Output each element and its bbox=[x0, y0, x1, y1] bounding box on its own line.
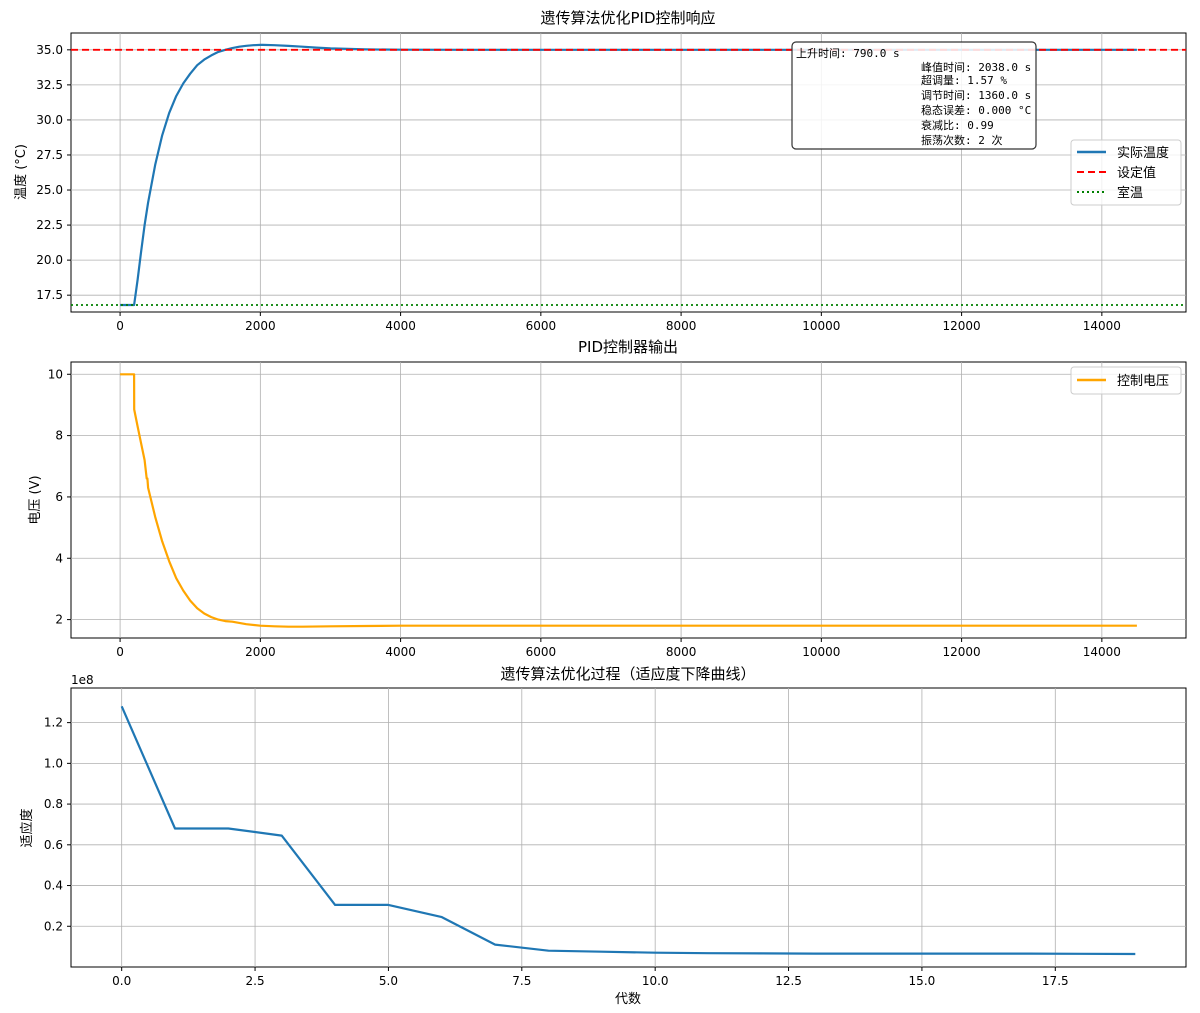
x-tick-label: 8000 bbox=[666, 319, 697, 333]
y-tick-label: 0.2 bbox=[44, 919, 63, 933]
x-tick-label: 2.5 bbox=[246, 974, 265, 988]
stats-overshoot: 超调量: 1.57 % bbox=[921, 73, 1007, 87]
controller-x-ticks: 0 2000 4000 6000 8000 10000 12000 14000 bbox=[116, 638, 1121, 659]
x-tick-label: 14000 bbox=[1083, 319, 1121, 333]
series-line-0 bbox=[120, 43, 1137, 307]
temperature-y-ticks: 17.5 20.0 22.5 25.0 27.5 30.0 32.5 35.0 bbox=[36, 43, 71, 302]
x-tick-label: 0 bbox=[116, 645, 124, 659]
controller-output-panel: PID控制器输出 0 2000 4000 6000 8000 10000 12000 1400… bbox=[28, 338, 1187, 659]
y-tick-label: 10 bbox=[48, 367, 63, 381]
stats-oscillation-count: 振荡次数: 2 次 bbox=[921, 133, 1003, 147]
y-tick-label: 1.2 bbox=[44, 716, 63, 730]
y-tick-label: 0.4 bbox=[44, 879, 63, 893]
stats-rise-time: 上升时间: 790.0 s bbox=[796, 47, 900, 60]
fitness-y-ticks: 0.2 0.4 0.6 0.8 1.0 1.2 bbox=[44, 716, 71, 933]
x-tick-label: 12000 bbox=[943, 645, 981, 659]
legend-label-setpoint: 设定值 bbox=[1117, 165, 1156, 181]
series-line-0 bbox=[120, 373, 1137, 628]
fitness-plot-area bbox=[70, 687, 1187, 968]
x-tick-label: 0.0 bbox=[112, 974, 131, 988]
y-tick-label: 35.0 bbox=[36, 43, 63, 57]
x-tick-label: 0 bbox=[116, 319, 124, 333]
y-tick-label: 17.5 bbox=[36, 288, 63, 302]
x-tick-label: 10.0 bbox=[642, 974, 669, 988]
fitness-panel: 遗传算法优化过程（适应度下降曲线） 1e8 0.0 2.5 5.0 7.5 10.0 12… bbox=[19, 665, 1187, 1007]
y-tick-label: 4 bbox=[55, 551, 63, 565]
y-tick-label: 2 bbox=[55, 613, 63, 627]
fitness-y-axis-label: 适应度 bbox=[19, 808, 35, 847]
legend-label-control-voltage: 控制电压 bbox=[1117, 374, 1169, 389]
temperature-plot-area bbox=[70, 32, 1187, 313]
fitness-x-ticks: 0.0 2.5 5.0 7.5 10.0 12.5 15.0 17.5 bbox=[112, 967, 1069, 988]
fitness-chart-title: 遗传算法优化过程（适应度下降曲线） bbox=[500, 665, 755, 683]
controller-grid bbox=[71, 362, 1186, 638]
x-tick-label: 12000 bbox=[943, 319, 981, 333]
x-tick-label: 10000 bbox=[802, 645, 840, 659]
stats-peak-time: 峰值时间: 2038.0 s bbox=[921, 61, 1031, 74]
y-tick-label: 22.5 bbox=[36, 218, 63, 232]
fitness-offset-label: 1e8 bbox=[71, 673, 94, 687]
y-tick-label: 8 bbox=[55, 429, 63, 443]
y-tick-label: 27.5 bbox=[36, 148, 63, 162]
temperature-y-axis-label: 温度 (°C) bbox=[13, 144, 29, 200]
x-tick-label: 6000 bbox=[526, 319, 557, 333]
legend-label-room-temp: 室温 bbox=[1117, 185, 1143, 201]
controller-legend: 控制电压 bbox=[1070, 366, 1182, 395]
temperature-grid bbox=[71, 33, 1186, 312]
temperature-legend-frame bbox=[1070, 139, 1182, 206]
stats-box-frame bbox=[791, 41, 1037, 150]
x-tick-label: 8000 bbox=[666, 645, 697, 659]
y-tick-label: 30.0 bbox=[36, 113, 63, 127]
fitness-grid bbox=[71, 688, 1186, 967]
controller-y-axis-label: 电压 (V) bbox=[28, 475, 43, 524]
x-tick-label: 7.5 bbox=[512, 974, 531, 988]
x-tick-label: 15.0 bbox=[909, 974, 936, 988]
performance-stats-box: 上升时间: 790.0 s 峰值时间: 2038.0 s 超调量: 1.57 %… bbox=[791, 41, 1037, 150]
controller-y-ticks: 2 4 6 8 10 bbox=[48, 367, 71, 627]
y-tick-label: 1.0 bbox=[44, 756, 63, 770]
y-tick-label: 32.5 bbox=[36, 78, 63, 92]
temperature-chart-title: 遗传算法优化PID控制响应 bbox=[540, 9, 715, 27]
y-tick-label: 0.8 bbox=[44, 797, 63, 811]
y-tick-label: 0.6 bbox=[44, 838, 63, 852]
x-tick-label: 5.0 bbox=[379, 974, 398, 988]
legend-label-actual-temp: 实际温度 bbox=[1117, 145, 1169, 161]
temperature-response-panel: 遗传算法优化PID控制响应 0 2000 4000 6000 8000 10000 1200… bbox=[13, 9, 1187, 333]
controller-series-group bbox=[120, 373, 1137, 628]
fitness-series-line bbox=[120, 705, 1136, 956]
stats-settling-time: 调节时间: 1360.0 s bbox=[921, 89, 1031, 102]
x-tick-label: 14000 bbox=[1083, 645, 1121, 659]
temperature-legend: 实际温度 设定值 室温 bbox=[1070, 139, 1182, 206]
x-tick-label: 12.5 bbox=[775, 974, 802, 988]
x-tick-label: 17.5 bbox=[1042, 974, 1069, 988]
controller-chart-title: PID控制器输出 bbox=[578, 338, 678, 356]
y-tick-label: 6 bbox=[55, 490, 63, 504]
x-tick-label: 4000 bbox=[385, 319, 416, 333]
x-tick-label: 10000 bbox=[802, 319, 840, 333]
y-tick-label: 25.0 bbox=[36, 183, 63, 197]
stats-decay-ratio: 衰减比: 0.99 bbox=[921, 118, 994, 132]
fitness-x-axis-label: 代数 bbox=[615, 992, 641, 1007]
stats-steady-state-error: 稳态误差: 0.000 °C bbox=[921, 103, 1031, 117]
x-tick-label: 6000 bbox=[526, 645, 557, 659]
y-tick-label: 20.0 bbox=[36, 253, 63, 267]
controller-legend-frame bbox=[1070, 366, 1182, 395]
x-tick-label: 2000 bbox=[245, 319, 276, 333]
controller-plot-area bbox=[70, 361, 1187, 639]
x-tick-label: 2000 bbox=[245, 645, 276, 659]
temperature-x-ticks: 0 2000 4000 6000 8000 10000 12000 14000 bbox=[116, 312, 1121, 333]
fitness-series-group bbox=[120, 705, 1136, 956]
x-tick-label: 4000 bbox=[385, 645, 416, 659]
